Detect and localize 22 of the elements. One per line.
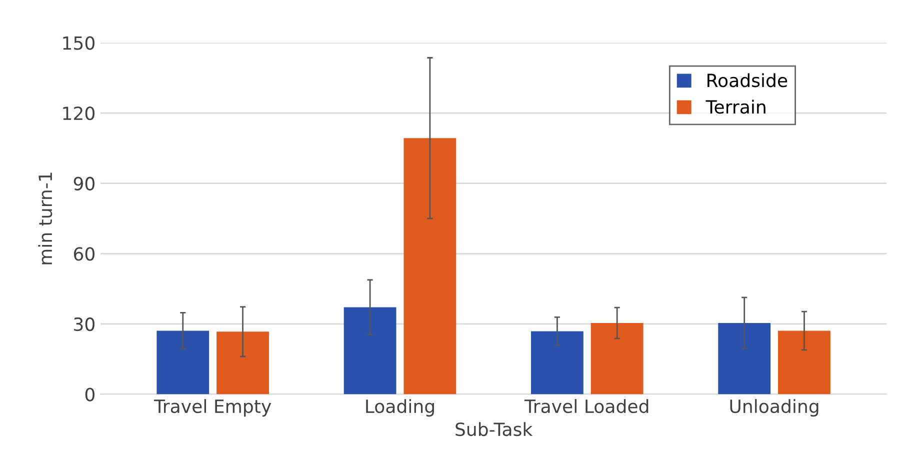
bar: [344, 307, 396, 394]
y-tick-label: 30: [74, 317, 94, 332]
x-tick-label: Unloading: [730, 399, 818, 417]
bar: [156, 330, 210, 394]
legend-label: Roadside: [708, 73, 788, 88]
bar: [530, 331, 584, 394]
bar: [778, 330, 830, 394]
y-tick-label: 60: [74, 247, 94, 261]
bar: [590, 323, 644, 394]
x-tick-label: Loading: [366, 399, 434, 417]
y-tick-label: 120: [63, 106, 94, 120]
bar: [216, 332, 269, 394]
bar: [404, 138, 456, 394]
bar: [718, 323, 771, 394]
y-tick-label: 90: [74, 176, 94, 190]
y-tick-label: 150: [63, 36, 94, 50]
y-tick-label: 0: [85, 388, 94, 402]
x-tick-label: Travel Loaded: [524, 399, 648, 414]
x-tick-label: Travel Empty: [154, 399, 272, 417]
x-axis-title: Sub-Task: [456, 422, 533, 436]
y-axis-title: min turn-1: [38, 172, 52, 264]
legend-label: Terrain: [706, 100, 766, 114]
